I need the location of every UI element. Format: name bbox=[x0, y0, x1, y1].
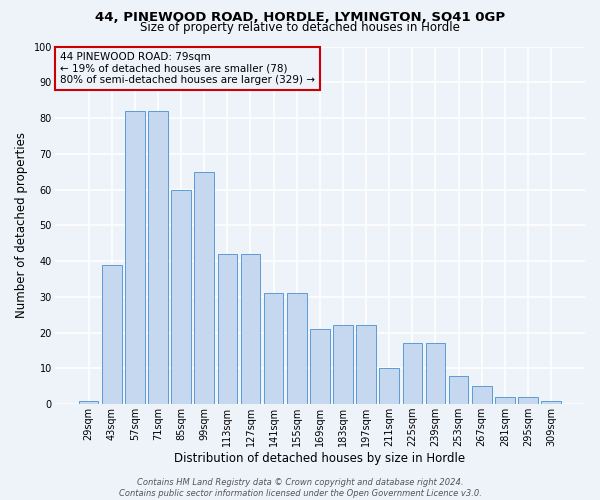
Bar bbox=[171, 190, 191, 404]
Text: 44, PINEWOOD ROAD, HORDLE, LYMINGTON, SO41 0GP: 44, PINEWOOD ROAD, HORDLE, LYMINGTON, SO… bbox=[95, 11, 505, 24]
Text: 44 PINEWOOD ROAD: 79sqm
← 19% of detached houses are smaller (78)
80% of semi-de: 44 PINEWOOD ROAD: 79sqm ← 19% of detache… bbox=[60, 52, 315, 85]
Bar bbox=[449, 376, 469, 404]
Bar bbox=[287, 294, 307, 404]
Bar bbox=[356, 326, 376, 404]
Bar bbox=[403, 344, 422, 404]
Bar bbox=[241, 254, 260, 404]
Bar bbox=[379, 368, 399, 404]
Bar bbox=[472, 386, 491, 404]
Bar bbox=[310, 329, 329, 404]
Bar bbox=[125, 111, 145, 404]
Bar bbox=[518, 397, 538, 404]
Bar bbox=[218, 254, 237, 404]
Bar bbox=[333, 326, 353, 404]
Bar bbox=[194, 172, 214, 404]
Bar bbox=[102, 264, 122, 404]
Bar bbox=[79, 400, 98, 404]
Bar bbox=[541, 400, 561, 404]
Bar bbox=[495, 397, 515, 404]
Text: Contains HM Land Registry data © Crown copyright and database right 2024.
Contai: Contains HM Land Registry data © Crown c… bbox=[119, 478, 481, 498]
Bar bbox=[425, 344, 445, 404]
Bar bbox=[148, 111, 168, 404]
Bar bbox=[264, 294, 283, 404]
Y-axis label: Number of detached properties: Number of detached properties bbox=[15, 132, 28, 318]
X-axis label: Distribution of detached houses by size in Hordle: Distribution of detached houses by size … bbox=[174, 452, 466, 465]
Text: Size of property relative to detached houses in Hordle: Size of property relative to detached ho… bbox=[140, 22, 460, 35]
